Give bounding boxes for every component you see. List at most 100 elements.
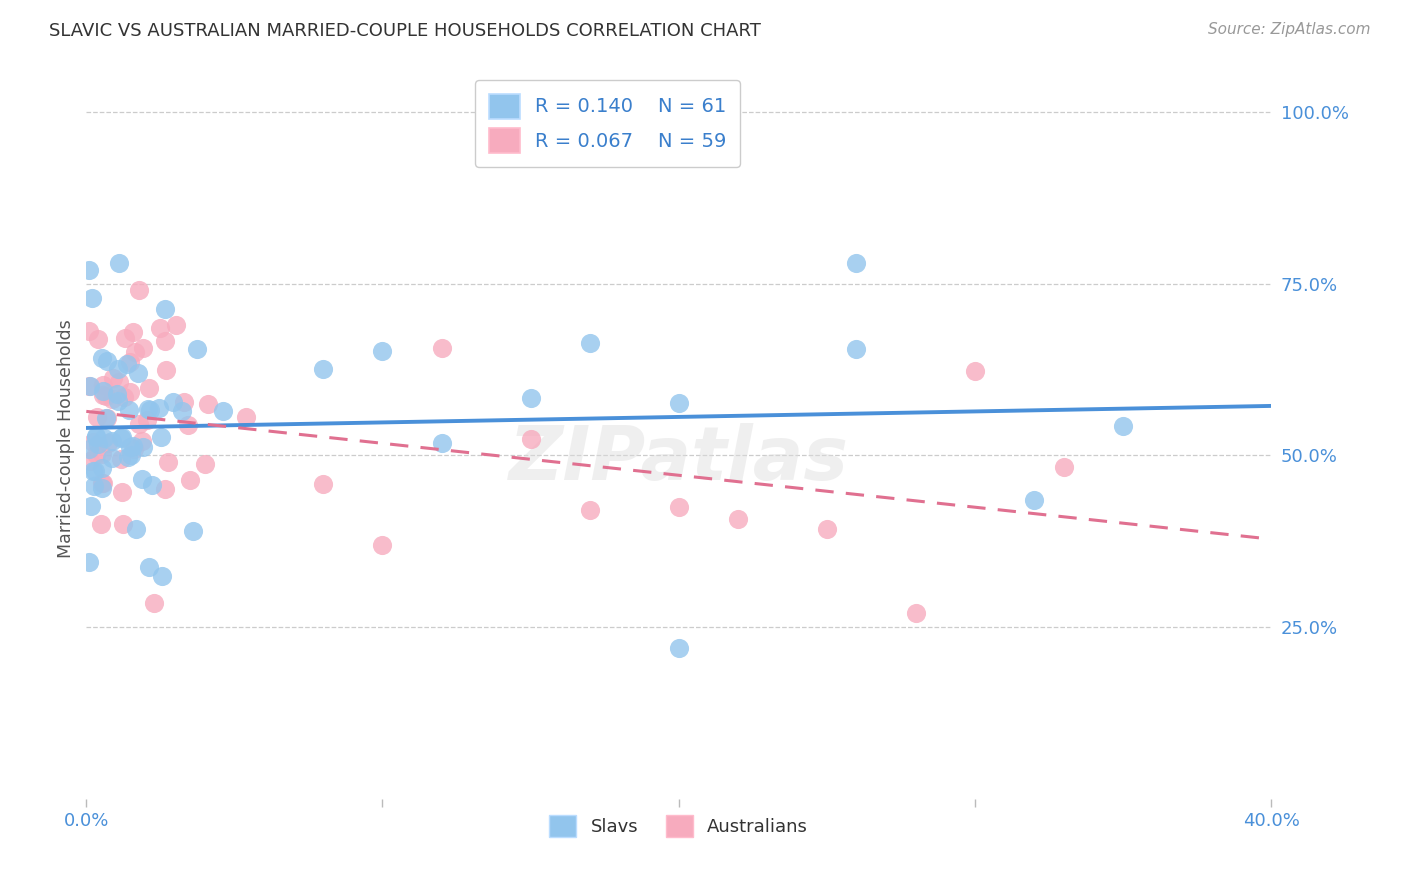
Point	[124, 344, 146, 359]
Point	[91, 482, 114, 496]
Point	[91, 388, 114, 402]
Text: SLAVIC VS AUSTRALIAN MARRIED-COUPLE HOUSEHOLDS CORRELATION CHART: SLAVIC VS AUSTRALIAN MARRIED-COUPLE HOUS…	[49, 22, 761, 40]
Point	[430, 341, 453, 355]
Point	[519, 432, 541, 446]
Point	[118, 355, 141, 369]
Point	[108, 256, 131, 270]
Point	[131, 434, 153, 449]
Point	[101, 450, 124, 465]
Point	[176, 418, 198, 433]
Point	[96, 354, 118, 368]
Point	[82, 435, 104, 450]
Point	[138, 560, 160, 574]
Point	[110, 430, 132, 444]
Point	[579, 335, 602, 350]
Point	[132, 440, 155, 454]
Point	[117, 450, 139, 464]
Point	[118, 440, 141, 454]
Point	[100, 434, 122, 449]
Legend: Slavs, Australians: Slavs, Australians	[543, 807, 815, 844]
Point	[90, 517, 112, 532]
Point	[77, 555, 100, 569]
Point	[127, 366, 149, 380]
Point	[84, 447, 107, 461]
Point	[96, 411, 118, 425]
Point	[91, 378, 114, 392]
Point	[162, 394, 184, 409]
Point	[84, 430, 107, 444]
Point	[84, 429, 107, 443]
Point	[94, 388, 117, 402]
Point	[1024, 492, 1046, 507]
Point	[90, 351, 112, 365]
Point	[120, 385, 142, 400]
Point	[82, 464, 104, 478]
Point	[153, 482, 176, 496]
Point	[132, 341, 155, 355]
Point	[845, 342, 868, 356]
Point	[112, 390, 135, 404]
Point	[139, 403, 162, 417]
Point	[79, 378, 101, 392]
Point	[111, 484, 134, 499]
Y-axis label: Married-couple Households: Married-couple Households	[58, 318, 75, 558]
Point	[77, 378, 100, 392]
Point	[128, 283, 150, 297]
Point	[153, 334, 176, 348]
Point	[149, 430, 172, 444]
Point	[197, 397, 219, 411]
Point	[83, 464, 105, 478]
Point	[86, 437, 108, 451]
Point	[141, 478, 163, 492]
Point	[156, 455, 179, 469]
Point	[87, 332, 110, 346]
Point	[100, 392, 122, 406]
Point	[142, 596, 165, 610]
Point	[107, 362, 129, 376]
Point	[170, 404, 193, 418]
Point	[1112, 419, 1135, 434]
Point	[904, 607, 927, 621]
Point	[101, 371, 124, 385]
Point	[121, 326, 143, 340]
Point	[668, 396, 690, 410]
Point	[179, 473, 201, 487]
Point	[579, 503, 602, 517]
Point	[186, 343, 208, 357]
Point	[114, 331, 136, 345]
Point	[122, 439, 145, 453]
Point	[107, 393, 129, 408]
Text: ZIPatlas: ZIPatlas	[509, 424, 849, 496]
Point	[93, 431, 115, 445]
Point	[94, 411, 117, 425]
Point	[312, 476, 335, 491]
Point	[110, 451, 132, 466]
Point	[79, 500, 101, 514]
Point	[77, 263, 100, 277]
Point	[845, 256, 868, 270]
Point	[727, 512, 749, 526]
Point	[371, 343, 394, 358]
Point	[235, 409, 257, 424]
Point	[90, 461, 112, 475]
Point	[77, 324, 100, 338]
Point	[131, 472, 153, 486]
Point	[86, 410, 108, 425]
Point	[79, 454, 101, 468]
Point	[112, 516, 135, 531]
Point	[149, 321, 172, 335]
Point	[148, 401, 170, 415]
Point	[150, 569, 173, 583]
Point	[91, 447, 114, 461]
Point	[105, 386, 128, 401]
Point	[97, 436, 120, 450]
Point	[125, 522, 148, 536]
Point	[118, 402, 141, 417]
Point	[110, 431, 132, 445]
Point	[120, 448, 142, 462]
Point	[668, 640, 690, 655]
Point	[155, 363, 177, 377]
Point	[136, 402, 159, 417]
Point	[83, 479, 105, 493]
Point	[136, 413, 159, 427]
